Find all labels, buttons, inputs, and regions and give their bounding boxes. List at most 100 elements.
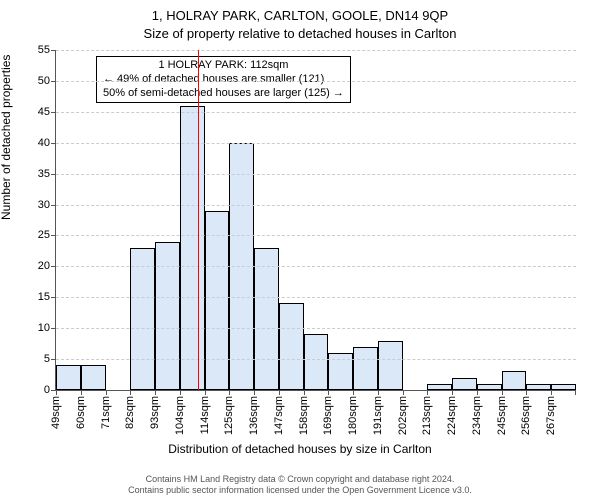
x-tick-label: 180sqm — [347, 396, 359, 435]
x-tick-mark — [353, 390, 354, 395]
x-tick-mark — [254, 390, 255, 395]
x-tick-mark — [130, 390, 131, 395]
x-tick-mark — [551, 390, 552, 395]
x-tick-mark — [229, 390, 230, 395]
grid-line — [56, 81, 576, 82]
x-tick-label: 147sqm — [273, 396, 285, 435]
grid-line — [56, 205, 576, 206]
x-tick-label: 256sqm — [520, 396, 532, 435]
x-tick-label: 49sqm — [50, 396, 62, 429]
plot-area: 1 HOLRAY PARK: 112sqm← 49% of detached h… — [55, 50, 576, 391]
grid-line — [56, 328, 576, 329]
y-tick-label: 35 — [38, 168, 50, 180]
y-tick-label: 0 — [44, 384, 50, 396]
x-tick-mark — [403, 390, 404, 395]
x-tick-mark — [378, 390, 379, 395]
histogram-bar — [81, 365, 106, 390]
marker-line — [198, 50, 199, 390]
y-tick-label: 45 — [38, 106, 50, 118]
x-tick-mark — [427, 390, 428, 395]
grid-line — [56, 235, 576, 236]
x-tick-label: 213sqm — [421, 396, 433, 435]
x-tick-mark — [328, 390, 329, 395]
y-tick-label: 30 — [38, 199, 50, 211]
y-tick-mark — [51, 143, 56, 144]
y-tick-label: 50 — [38, 75, 50, 87]
histogram-bar — [502, 371, 527, 390]
grid-line — [56, 297, 576, 298]
x-tick-label: 267sqm — [545, 396, 557, 435]
y-tick-mark — [51, 205, 56, 206]
x-tick-label: 245sqm — [496, 396, 508, 435]
x-tick-mark — [81, 390, 82, 395]
x-tick-mark — [575, 390, 576, 395]
y-tick-mark — [51, 297, 56, 298]
annotation-box: 1 HOLRAY PARK: 112sqm← 49% of detached h… — [96, 56, 351, 103]
annotation-line: 1 HOLRAY PARK: 112sqm — [103, 59, 344, 73]
y-tick-label: 25 — [38, 229, 50, 241]
x-tick-label: 82sqm — [124, 396, 136, 429]
histogram-bar — [304, 334, 329, 390]
y-tick-mark — [51, 266, 56, 267]
footer-line-2: Contains public sector information licen… — [0, 485, 600, 496]
y-tick-mark — [51, 50, 56, 51]
grid-line — [56, 112, 576, 113]
histogram-bar — [526, 384, 551, 390]
y-tick-label: 15 — [38, 291, 50, 303]
y-tick-mark — [51, 174, 56, 175]
x-tick-mark — [452, 390, 453, 395]
histogram-bar — [427, 384, 452, 390]
histogram-bar — [254, 248, 279, 390]
histogram-bar — [378, 341, 403, 390]
histogram-bar — [56, 365, 81, 390]
y-tick-label: 5 — [44, 353, 50, 365]
y-tick-mark — [51, 81, 56, 82]
x-tick-label: 114sqm — [199, 396, 211, 434]
y-tick-mark — [51, 359, 56, 360]
chart-title-main: 1, HOLRAY PARK, CARLTON, GOOLE, DN14 9QP — [0, 8, 600, 23]
footer-line-1: Contains HM Land Registry data © Crown c… — [0, 474, 600, 485]
y-axis-label: Number of detached properties — [0, 55, 13, 220]
grid-line — [56, 50, 576, 51]
histogram-bar — [452, 378, 477, 390]
x-tick-label: 60sqm — [75, 396, 87, 429]
annotation-line: 50% of semi-detached houses are larger (… — [103, 87, 344, 101]
x-tick-label: 224sqm — [446, 396, 458, 435]
x-tick-label: 93sqm — [149, 396, 161, 429]
x-tick-mark — [56, 390, 57, 395]
grid-line — [56, 266, 576, 267]
y-tick-label: 10 — [38, 322, 50, 334]
x-tick-mark — [477, 390, 478, 395]
x-axis-label: Distribution of detached houses by size … — [0, 442, 600, 456]
grid-line — [56, 143, 576, 144]
y-tick-mark — [51, 112, 56, 113]
histogram-bar — [130, 248, 155, 390]
grid-line — [56, 174, 576, 175]
x-tick-mark — [304, 390, 305, 395]
chart-container: 1, HOLRAY PARK, CARLTON, GOOLE, DN14 9QP… — [0, 0, 600, 500]
footer-attribution: Contains HM Land Registry data © Crown c… — [0, 474, 600, 496]
histogram-bar — [180, 106, 205, 390]
x-tick-label: 234sqm — [471, 396, 483, 435]
grid-line — [56, 359, 576, 360]
histogram-bar — [353, 347, 378, 390]
y-tick-mark — [51, 235, 56, 236]
histogram-bar — [279, 303, 304, 390]
x-tick-mark — [205, 390, 206, 395]
y-tick-mark — [51, 328, 56, 329]
x-tick-mark — [106, 390, 107, 395]
x-tick-mark — [279, 390, 280, 395]
x-tick-label: 104sqm — [174, 396, 186, 435]
x-tick-mark — [180, 390, 181, 395]
x-tick-label: 191sqm — [372, 396, 384, 435]
x-tick-mark — [502, 390, 503, 395]
x-tick-mark — [155, 390, 156, 395]
x-tick-label: 125sqm — [223, 396, 235, 435]
annotation-line: ← 49% of detached houses are smaller (12… — [103, 73, 344, 87]
y-tick-label: 20 — [38, 260, 50, 272]
histogram-bar — [155, 242, 180, 390]
histogram-bar — [477, 384, 502, 390]
x-tick-label: 202sqm — [397, 396, 409, 435]
histogram-bar — [551, 384, 576, 390]
chart-title-sub: Size of property relative to detached ho… — [0, 26, 600, 41]
